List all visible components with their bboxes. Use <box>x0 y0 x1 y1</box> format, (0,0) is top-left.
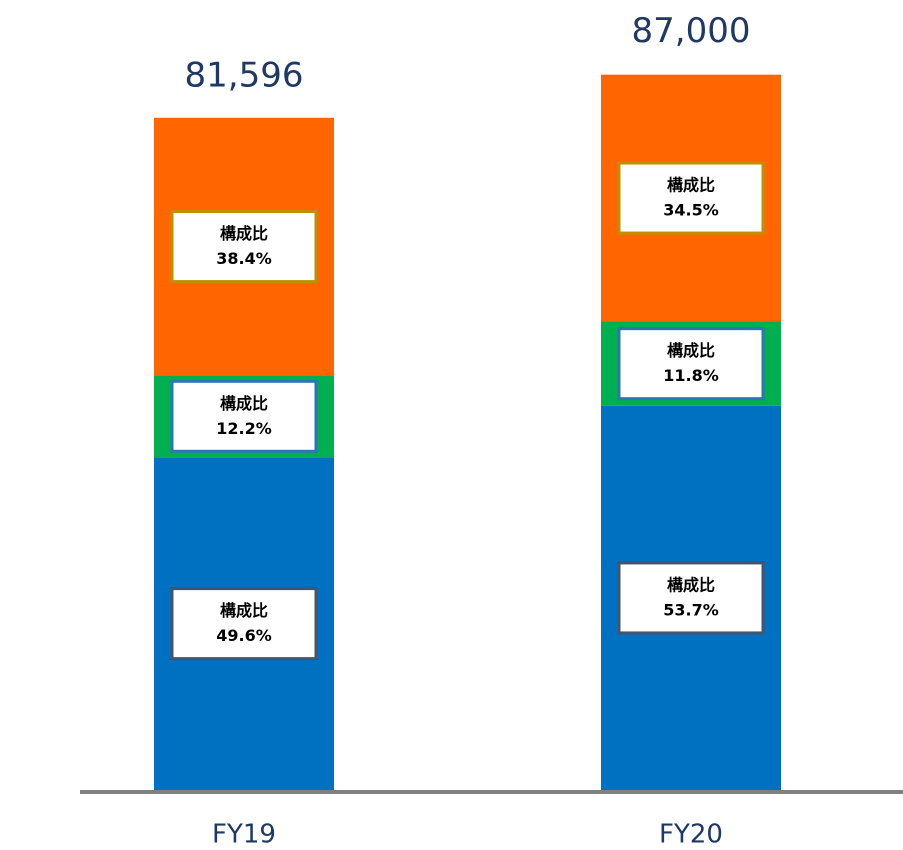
segment-label-title: 構成比 <box>667 176 715 195</box>
label-box <box>617 561 765 635</box>
label-box <box>170 210 318 284</box>
segment-label-value: 12.2% <box>216 419 272 438</box>
x-tick-label: FY19 <box>212 820 276 850</box>
segment-label-value: 11.8% <box>663 366 719 385</box>
segment-label-value: 53.7% <box>663 600 719 619</box>
label-box <box>617 161 765 235</box>
x-tick-label: FY20 <box>659 820 723 850</box>
segment-label-title: 構成比 <box>220 394 268 413</box>
segment-label-title: 構成比 <box>667 341 715 360</box>
label-box <box>617 327 765 401</box>
label-box <box>170 587 318 661</box>
segment-label-value: 49.6% <box>216 626 272 645</box>
segment-label-title: 構成比 <box>667 575 715 594</box>
label-box <box>170 379 318 453</box>
segment-label-value: 34.5% <box>663 201 719 220</box>
total-label: 81,596 <box>185 56 304 96</box>
total-label: 87,000 <box>632 11 751 51</box>
segment-label-title: 構成比 <box>220 601 268 620</box>
segment-label-title: 構成比 <box>220 224 268 243</box>
segment-label-value: 38.4% <box>216 249 272 268</box>
